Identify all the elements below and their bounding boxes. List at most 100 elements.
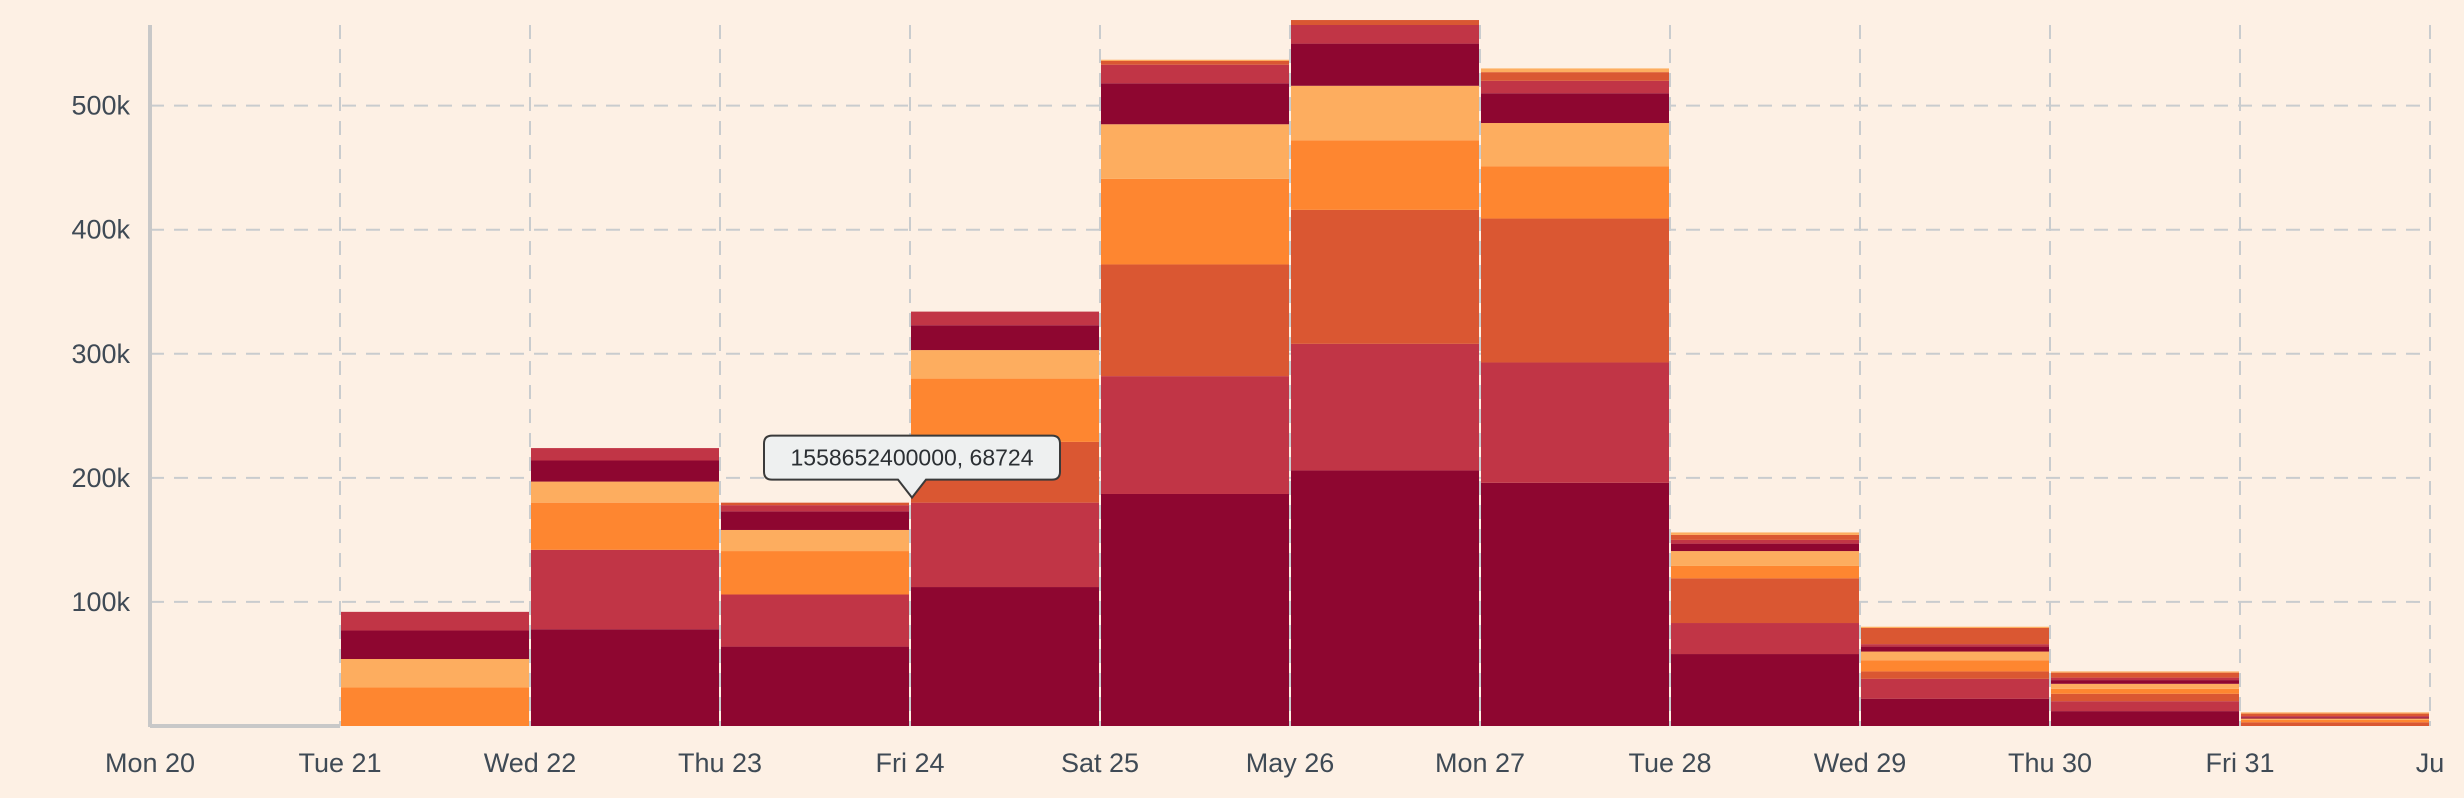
bar-segment [721, 511, 909, 530]
bar-segment [911, 325, 1099, 351]
bar-segment [1861, 671, 2049, 679]
bar-segment [1671, 532, 1859, 535]
x-tick-label: Fri 24 [875, 748, 944, 778]
bar-segment [911, 311, 1099, 326]
axis-layer: 100k 200k 300k 400k 500k Mon 20 Tue 21 Wed 22 Th… [71, 25, 2444, 778]
bar-segment [1101, 264, 1289, 377]
bar-segment [1291, 209, 1479, 344]
x-tick-label: Mon 27 [1435, 748, 1525, 778]
bar-segment [1291, 470, 1479, 726]
bar-segment [1671, 578, 1859, 624]
bar-segment [1671, 543, 1859, 552]
bar-segment [341, 611, 529, 631]
bar-segment [341, 659, 529, 688]
bar-segment [2241, 717, 2429, 719]
bar-segment [1481, 218, 1669, 363]
bar-segment [1101, 64, 1289, 84]
bar-segment [1101, 376, 1289, 494]
x-tick-label: Fri 31 [2205, 748, 2274, 778]
bar-segment [2051, 701, 2239, 712]
bar-segment [1291, 25, 1479, 44]
tooltip-box [763, 434, 1061, 500]
bar-segment [721, 505, 909, 512]
bar-segment [1861, 627, 2049, 645]
bar-segment [1481, 482, 1669, 726]
bar-segment [2241, 716, 2429, 718]
bar-segment [1481, 68, 1669, 73]
bar-segment [721, 529, 909, 552]
bar-segment [911, 587, 1099, 726]
bar-segment [531, 502, 719, 550]
x-tick-label: Mon 20 [105, 748, 195, 778]
bar-segment [911, 502, 1099, 588]
bar-segment [1671, 534, 1859, 540]
bar-segment [2051, 672, 2239, 678]
bar-segment [2241, 719, 2429, 723]
bar-segment [1481, 123, 1669, 167]
bar-segment [1671, 565, 1859, 579]
y-tick-label: 300k [71, 339, 130, 369]
bar-segment [911, 378, 1099, 442]
bar-segment [531, 460, 719, 482]
bar-segment [1861, 698, 2049, 726]
bar-segment [1101, 178, 1289, 265]
tooltip: 1558652400000, 68724 [763, 434, 1061, 500]
bar-segment [721, 594, 909, 647]
bar-segment [721, 502, 909, 506]
bar-segment [1861, 651, 2049, 661]
bar-segment [1671, 551, 1859, 566]
bar-segment [1101, 124, 1289, 179]
bar-segment [1481, 93, 1669, 124]
x-tick-label: Wed 22 [484, 748, 577, 778]
bar-segment [2051, 693, 2239, 702]
bar-segment [2051, 677, 2239, 681]
bar-segment [1291, 20, 1479, 25]
bar-segment [1101, 59, 1289, 61]
bar-segment [341, 630, 529, 660]
bar-segment [1671, 539, 1859, 544]
bar-segment [1101, 60, 1289, 65]
x-tick-label: Thu 30 [2008, 748, 2092, 778]
bar-segment [531, 448, 719, 461]
bar-segment [1671, 623, 1859, 655]
bar-segment [1861, 626, 2049, 628]
bar-segment [2051, 683, 2239, 689]
x-tick-label: Sat 25 [1061, 748, 1139, 778]
y-tick-label: 100k [71, 587, 130, 617]
bar-segment [721, 551, 909, 595]
bar-segment [531, 549, 719, 630]
bar-segment [1481, 166, 1669, 219]
bar-segment [1101, 493, 1289, 726]
x-tick-label: Tue 21 [298, 748, 381, 778]
bar-segment [1671, 654, 1859, 726]
bar-segment [2051, 711, 2239, 726]
tooltip-text: 1558652400000, 68724 [790, 445, 1033, 471]
y-tick-label: 200k [71, 463, 130, 493]
bar-segment [1861, 644, 2049, 647]
bar-segment [2241, 722, 2429, 726]
x-tick-label: Wed 29 [1814, 748, 1907, 778]
y-tick-label: 500k [71, 91, 130, 121]
bar-segment [2241, 718, 2429, 720]
bar-segment [1481, 72, 1669, 81]
x-tick-label: Tue 28 [1628, 748, 1711, 778]
bar-segment [1101, 83, 1289, 125]
bar-segment [2051, 671, 2239, 673]
bar-segment [2241, 712, 2429, 714]
bar-segment [1861, 660, 2049, 672]
y-tick-label: 400k [71, 215, 130, 245]
bar-segment [2051, 680, 2239, 684]
bar-segment [1291, 43, 1479, 86]
bar-segment [531, 481, 719, 503]
bar-segment [911, 350, 1099, 379]
bar-segment [1861, 678, 2049, 699]
bar-segment [1861, 646, 2049, 652]
bar-segment [1291, 140, 1479, 210]
x-tick-label: May 26 [1246, 748, 1335, 778]
bar-segment [721, 646, 909, 726]
bar-segment [1291, 343, 1479, 471]
x-tick-label: Ju [2416, 748, 2445, 778]
bar-segment [1291, 85, 1479, 141]
